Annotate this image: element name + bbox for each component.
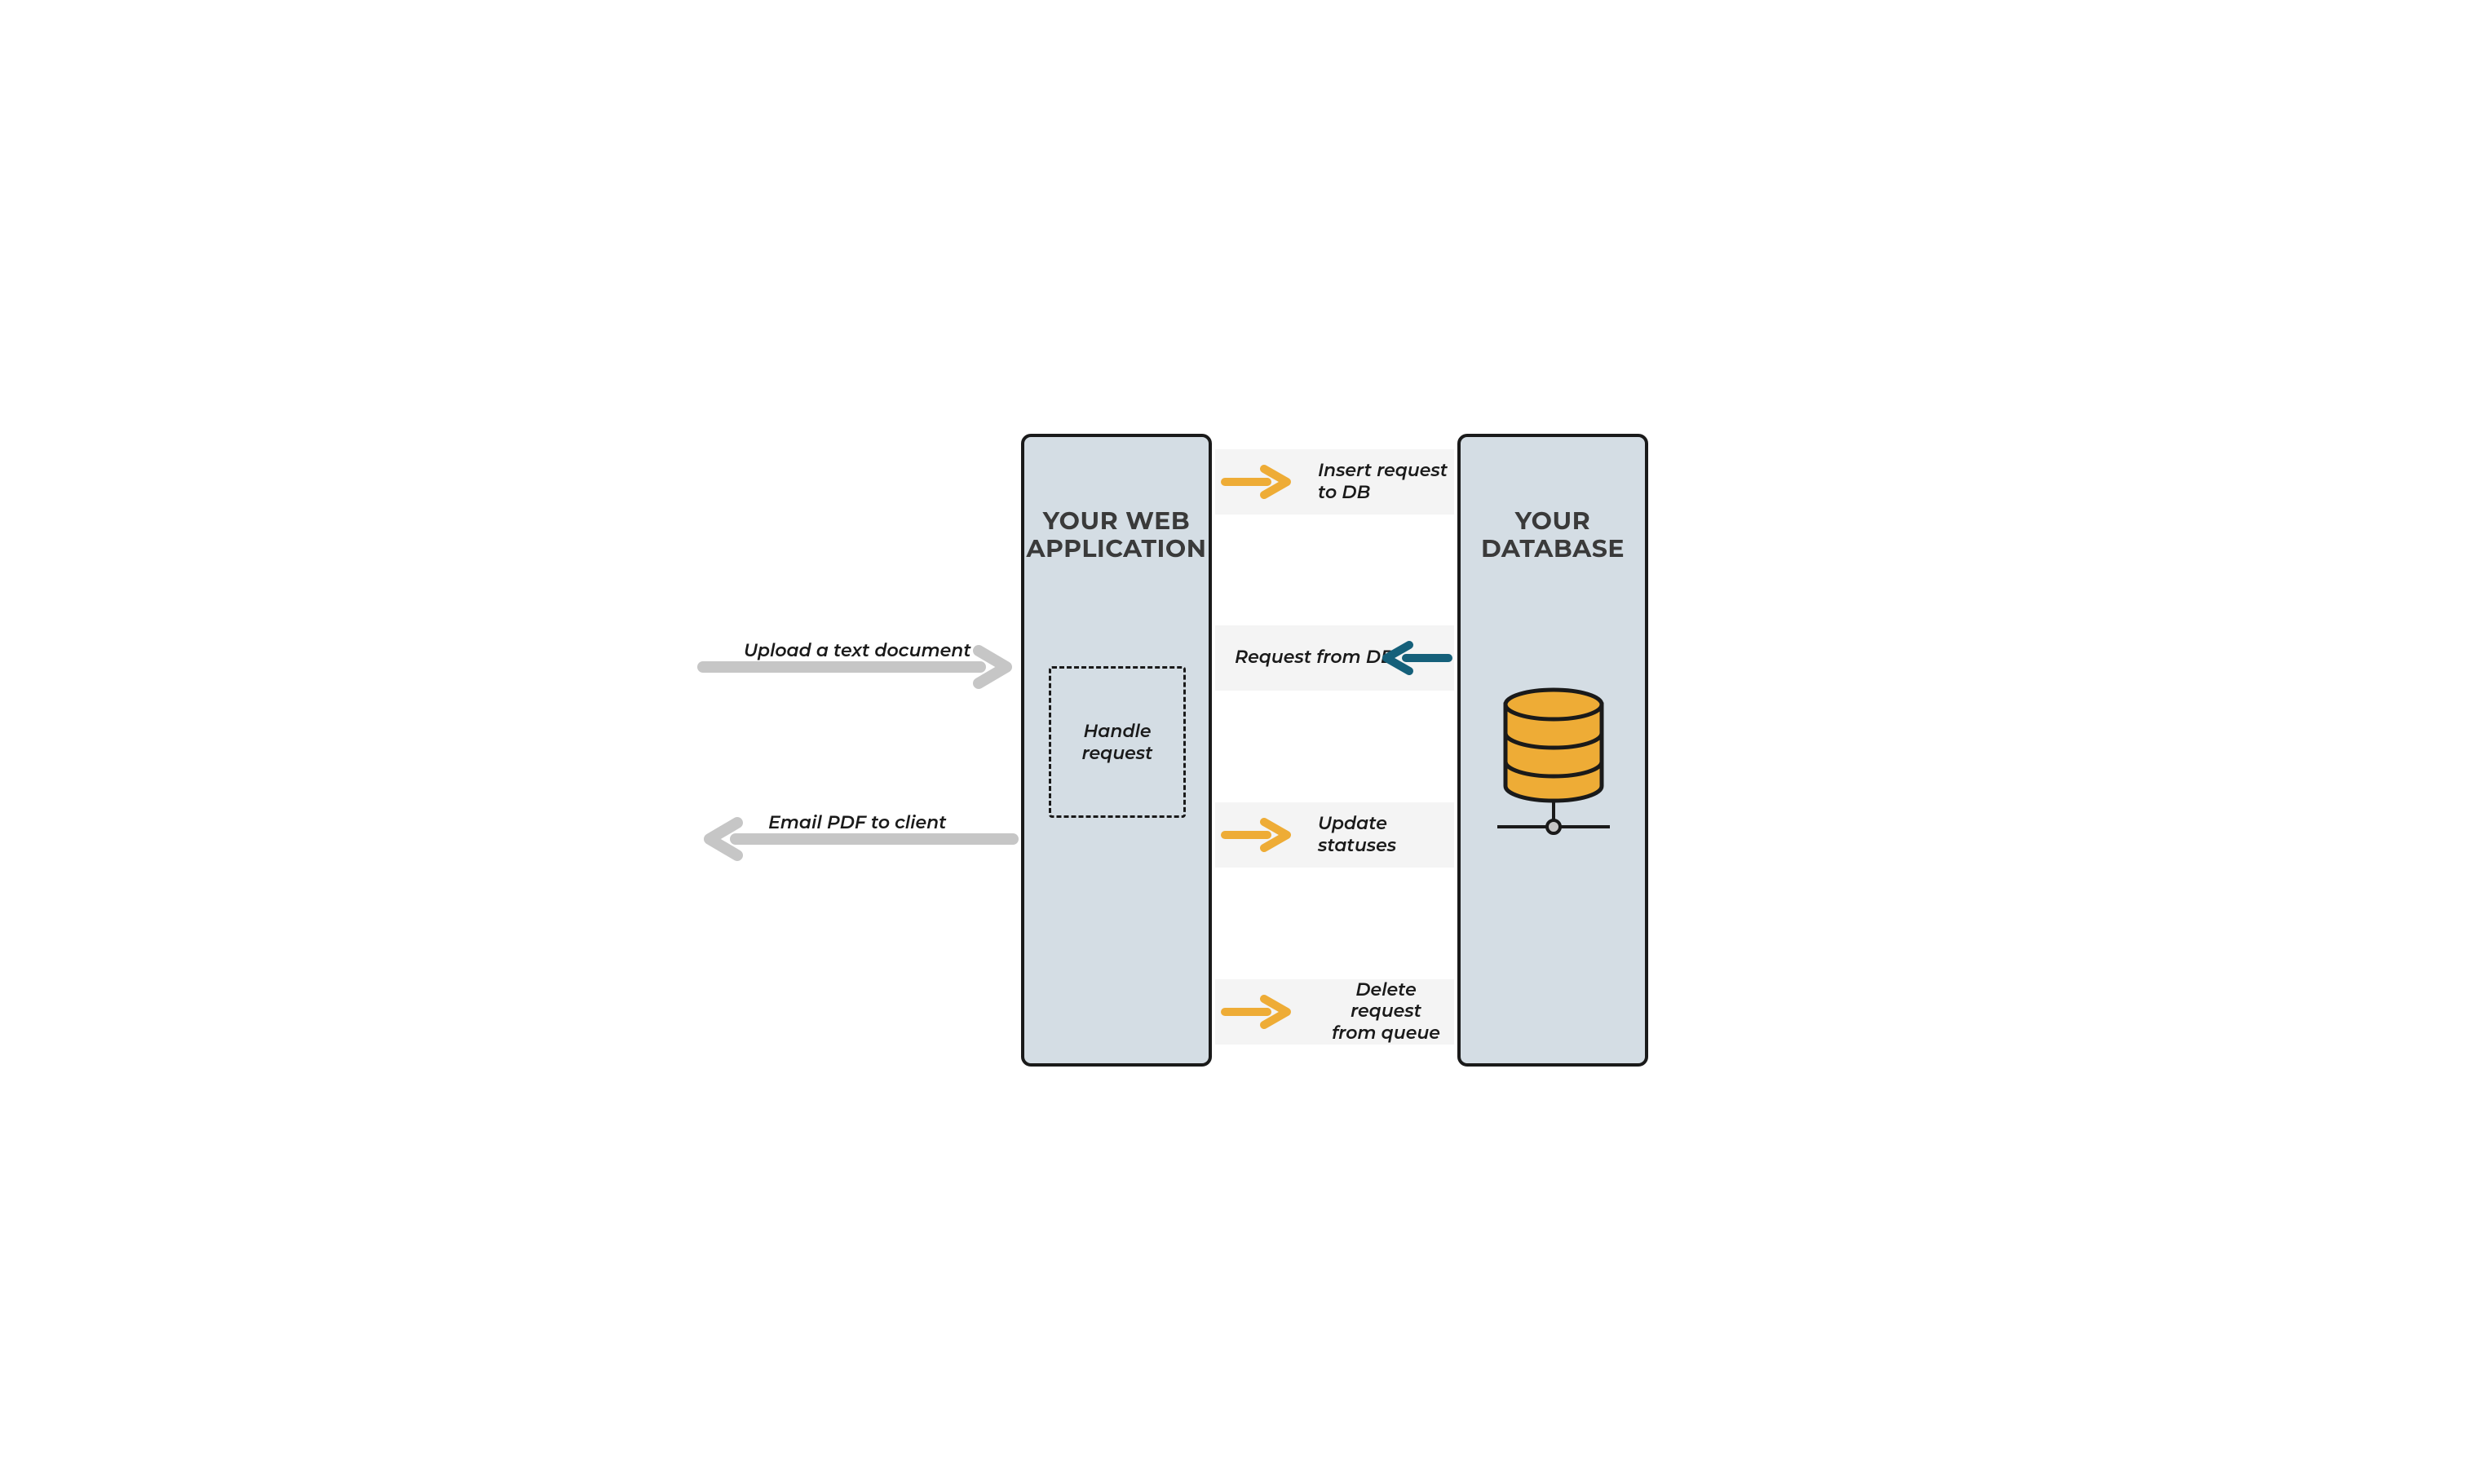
flow-insert: Insert request to DB <box>1215 449 1454 515</box>
arrow-left-icon <box>1378 638 1452 678</box>
arrow-right-icon <box>1222 462 1295 501</box>
flow-delete: Delete request from queue <box>1215 979 1454 1045</box>
database-icon <box>1489 664 1618 851</box>
webapp-title: YOUR WEB APPLICATION <box>1024 507 1209 563</box>
flow-request-label: Request from DB <box>1235 647 1395 668</box>
database-title: YOUR DATABASE <box>1461 507 1645 563</box>
database-title-line1: YOUR <box>1515 506 1590 536</box>
flow-insert-label: Insert request to DB <box>1318 460 1454 503</box>
arrow-right-icon <box>1222 992 1295 1031</box>
upload-arrow-icon <box>703 647 1013 687</box>
handle-request-box: Handle request <box>1049 666 1186 818</box>
flow-delete-label: Delete request from queue <box>1318 979 1454 1044</box>
email-arrow-icon <box>703 819 1013 859</box>
webapp-title-line1: YOUR WEB <box>1043 506 1190 536</box>
database-title-line2: DATABASE <box>1481 533 1625 563</box>
webapp-title-line2: APPLICATION <box>1027 533 1207 563</box>
flow-update: Update statuses <box>1215 802 1454 868</box>
arrow-right-icon <box>1222 815 1295 855</box>
flow-request: Request from DB <box>1215 625 1454 691</box>
diagram-canvas: Upload a text document Email PDF to clie… <box>648 386 1841 1098</box>
handle-request-label: Handle request <box>1081 720 1152 764</box>
flow-update-label: Update statuses <box>1318 813 1454 856</box>
